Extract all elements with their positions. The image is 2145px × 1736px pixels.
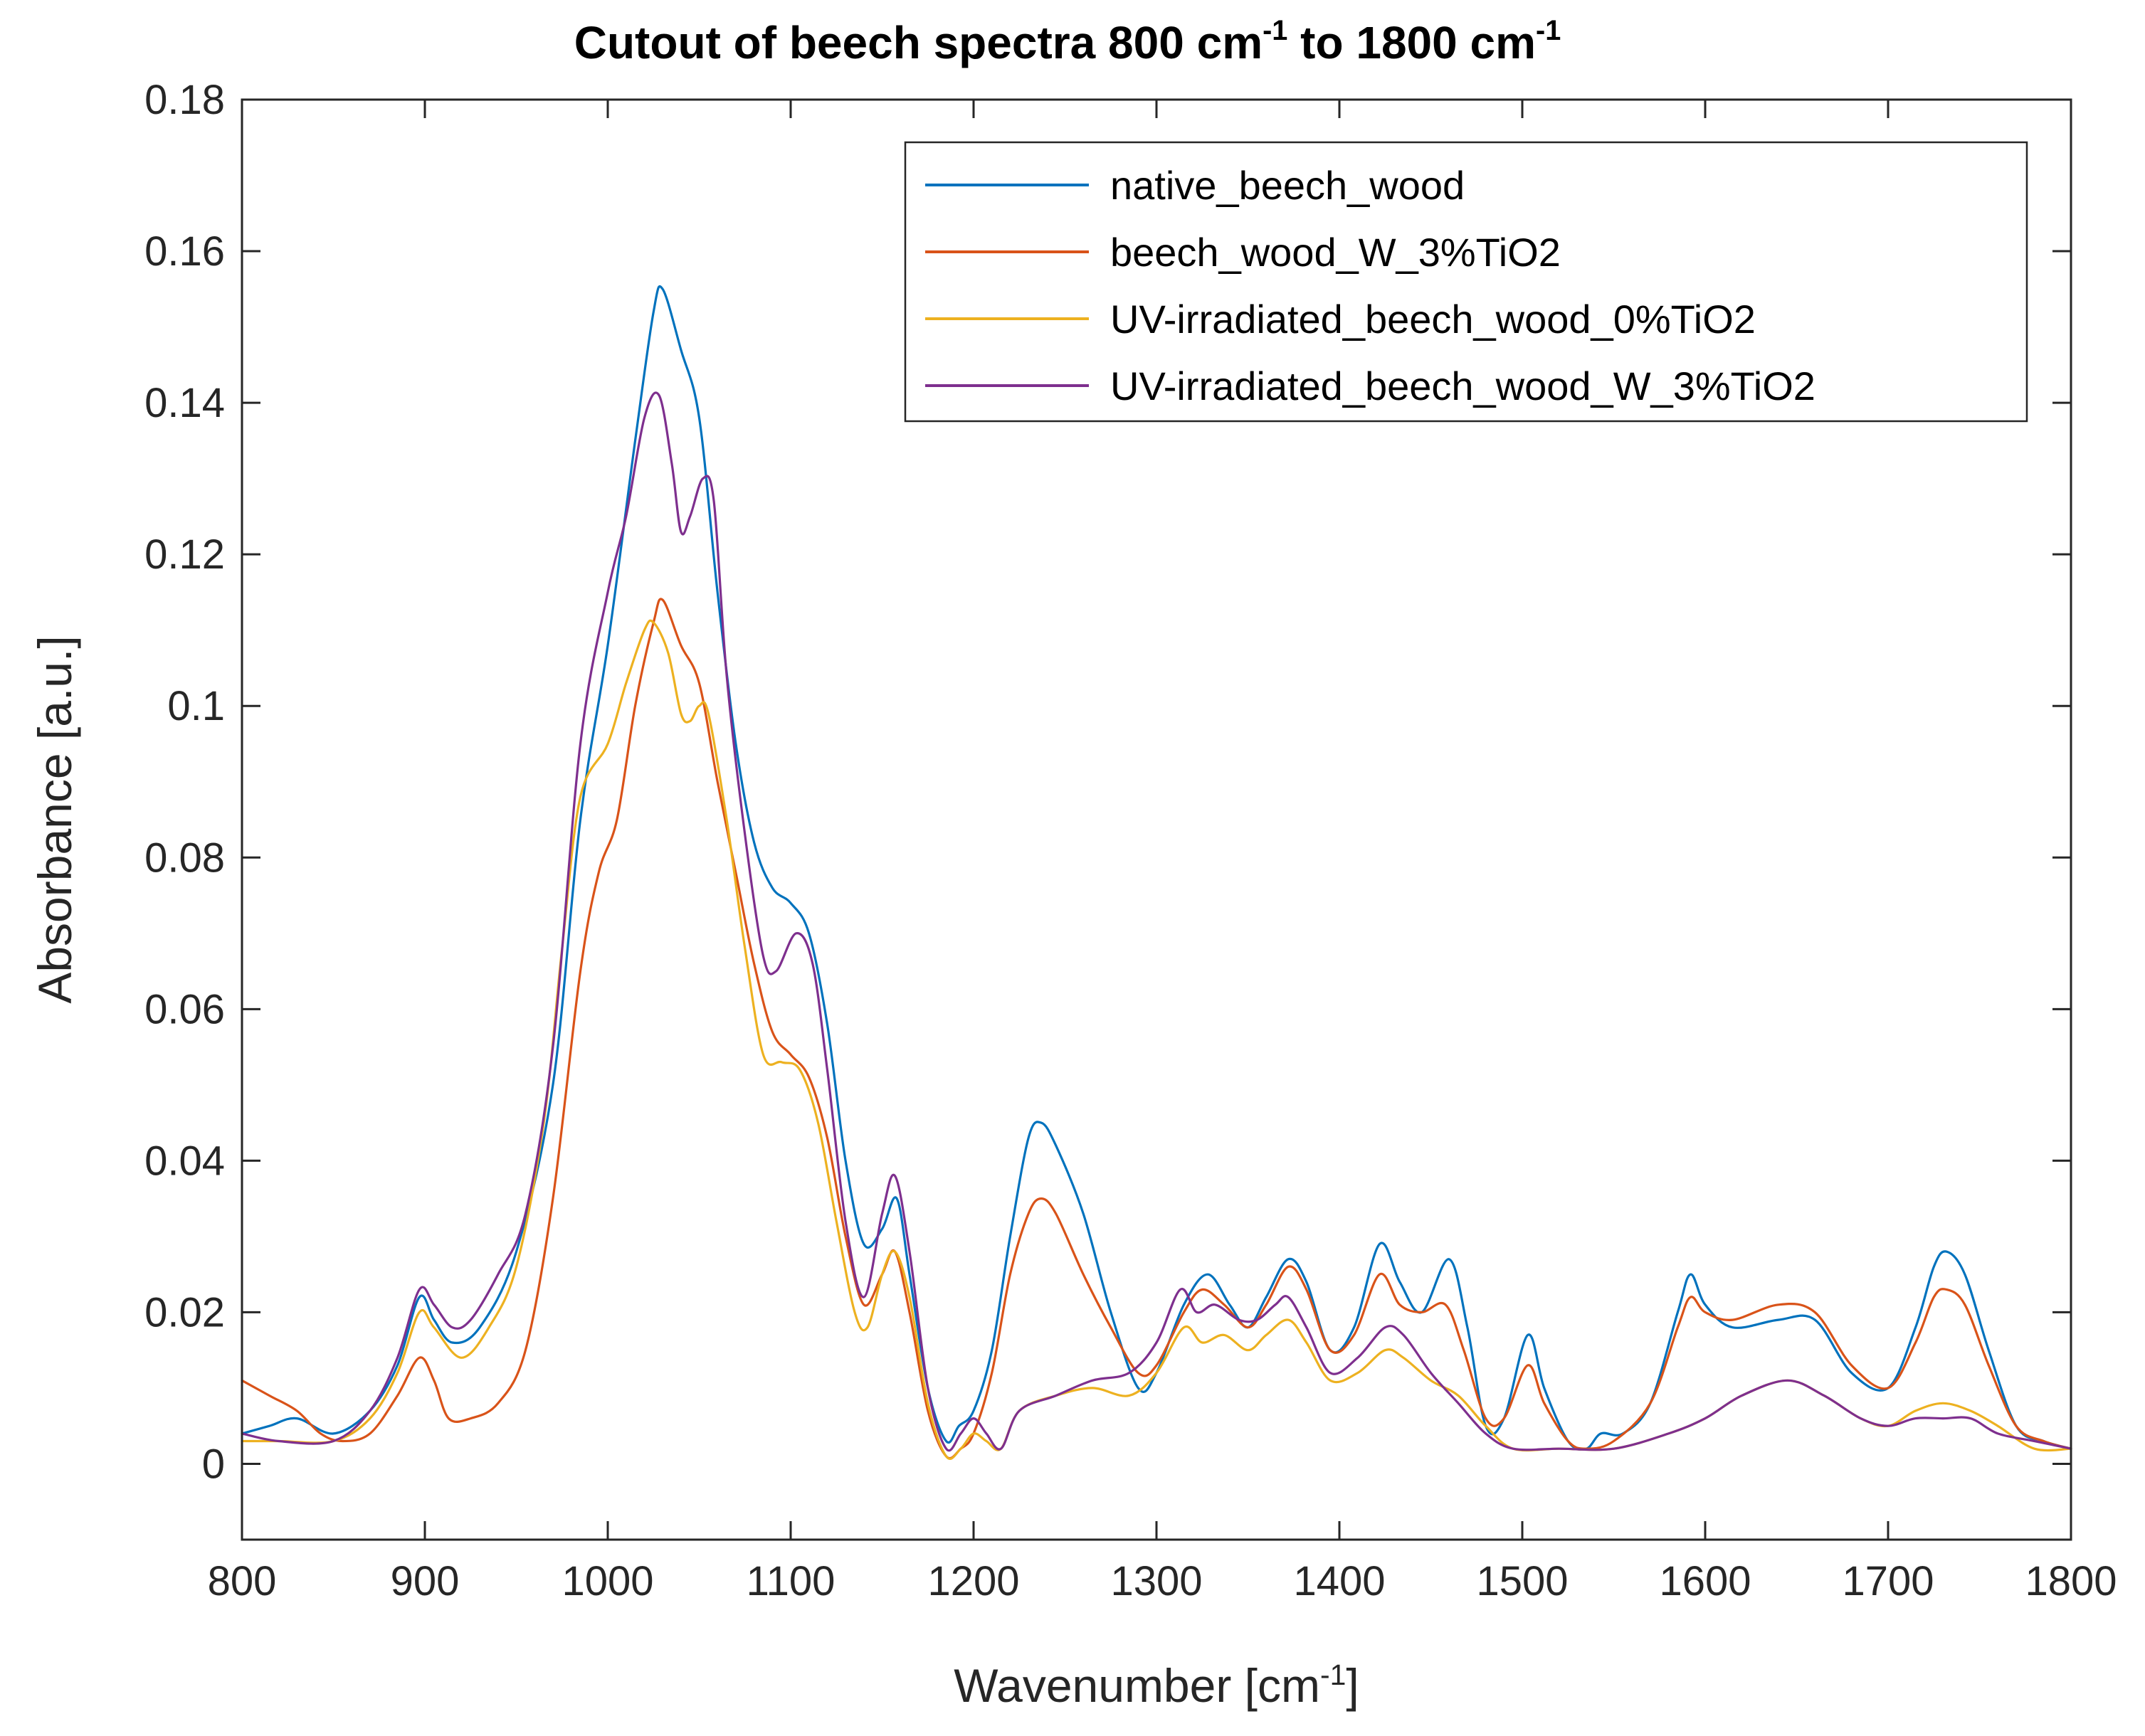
series-line-1 — [241, 285, 2072, 1451]
x-tick-label: 1200 — [927, 1558, 1019, 1604]
series-line-4 — [241, 391, 2072, 1452]
x-tick-label: 900 — [391, 1558, 460, 1604]
x-tick-label: 800 — [208, 1558, 277, 1604]
x-tick-label: 1700 — [1842, 1558, 1934, 1604]
legend-label-3: UV-irradiated_beech_wood_0%TiO2 — [1110, 297, 1756, 342]
y-tick-label: 0.08 — [144, 835, 225, 881]
x-tick-label: 1000 — [562, 1558, 653, 1604]
y-tick-label: 0.18 — [144, 77, 225, 123]
y-tick-label: 0.1 — [167, 683, 225, 729]
legend-items: native_beech_wood beech_wood_W_3%TiO2 UV-i… — [925, 163, 1815, 408]
y-tick-label: 0 — [202, 1441, 225, 1487]
x-tick-label: 1800 — [2025, 1558, 2117, 1604]
y-tick-label: 0.06 — [144, 986, 225, 1032]
x-tick-label: 1500 — [1476, 1558, 1568, 1604]
x-tick-label: 1600 — [1659, 1558, 1751, 1604]
y-tick-label: 0.02 — [144, 1289, 225, 1335]
series-line-2 — [241, 598, 2072, 1460]
y-tick-label: 0.16 — [144, 228, 225, 275]
x-tick-label: 1400 — [1293, 1558, 1385, 1604]
legend-box — [904, 141, 2028, 423]
legend: native_beech_wood beech_wood_W_3%TiO2 UV-i… — [904, 141, 2028, 423]
chart-title: Cutout of beech spectra 800 cm-1 to 1800… — [574, 15, 1561, 68]
ticks-layer: 800 900 1000 1100 1200 1300 1400 1500 1600 1700 18… — [144, 77, 2117, 1604]
x-tick-label: 1300 — [1110, 1558, 1202, 1604]
series-layer — [241, 285, 2072, 1460]
x-axis-label: Wavenumber [cm-1] — [954, 1658, 1359, 1712]
y-axis-label: Absorbance [a.u.] — [28, 635, 81, 1003]
y-tick-label: 0.04 — [144, 1138, 225, 1184]
y-tick-label: 0.12 — [144, 531, 225, 578]
x-tick-label: 1100 — [747, 1558, 836, 1604]
legend-label-4: UV-irradiated_beech_wood_W_3%TiO2 — [1110, 364, 1815, 408]
axes-box — [241, 98, 2072, 1541]
y-tick-label: 0.14 — [144, 380, 225, 426]
legend-label-1: native_beech_wood — [1110, 163, 1465, 208]
legend-label-2: beech_wood_W_3%TiO2 — [1110, 230, 1561, 275]
